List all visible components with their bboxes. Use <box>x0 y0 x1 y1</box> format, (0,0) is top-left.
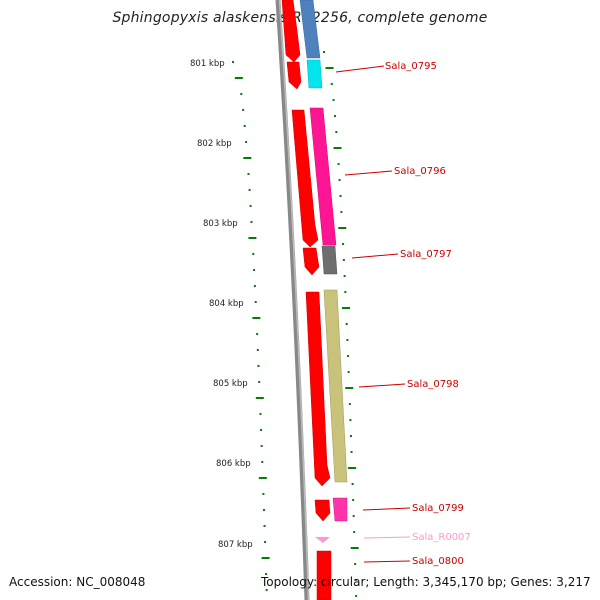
gene-label-sala-0797[interactable]: Sala_0797 <box>400 249 452 260</box>
gene-label-sala-0795[interactable]: Sala_0795 <box>385 61 437 72</box>
kbp-label-807: 807 kbp <box>218 540 253 550</box>
gene-track-inner <box>281 0 332 600</box>
gene-arrow-sala-0798[interactable] <box>305 291 331 487</box>
gene-arrow-sala-r0007[interactable] <box>315 537 330 543</box>
gene-arrow-sala-0796[interactable] <box>291 109 319 248</box>
feature-bar-magenta[interactable] <box>309 107 337 246</box>
kbp-label-802: 802 kbp <box>197 139 232 149</box>
feature-track-outer <box>299 0 348 522</box>
gene-arrow-sala-0795[interactable] <box>286 61 302 90</box>
gene-arrow-sala-0799[interactable] <box>314 499 331 522</box>
gene-label-sala-0796[interactable]: Sala_0796 <box>394 166 446 177</box>
genome-backbone <box>275 0 310 600</box>
feature-bar-gray[interactable] <box>321 245 338 275</box>
kbp-labels: 801 kbp 802 kbp 803 kbp 804 kbp 805 kbp … <box>190 59 253 550</box>
gene-arrow-sala-0800[interactable] <box>316 550 332 600</box>
gene-label-sala-0798[interactable]: Sala_0798 <box>407 379 459 390</box>
tick-marks-left <box>232 61 270 591</box>
feature-bar-cyan[interactable] <box>306 59 323 89</box>
gene-label-sala-0799[interactable]: Sala_0799 <box>412 503 464 514</box>
kbp-label-805: 805 kbp <box>213 379 248 389</box>
gene-labels: Sala_0795 Sala_0796 Sala_0797 Sala_0798 … <box>385 61 471 567</box>
gene-arrow[interactable] <box>281 0 301 63</box>
topology-text: Topology: circular; Length: 3,345,170 bp… <box>261 575 591 589</box>
feature-bar-olive[interactable] <box>323 289 348 483</box>
gene-label-sala-0800[interactable]: Sala_0800 <box>412 556 464 567</box>
kbp-label-806: 806 kbp <box>216 459 251 469</box>
accession-text: Accession: NC_008048 <box>9 575 146 589</box>
kbp-label-804: 804 kbp <box>209 299 244 309</box>
map-title: Sphingopyxis alaskensis RB2256, complete… <box>112 10 488 26</box>
feature-bar-pink[interactable] <box>332 497 348 522</box>
kbp-label-803: 803 kbp <box>203 219 238 229</box>
gene-arrow-sala-0797[interactable] <box>302 247 320 276</box>
feature-bar-blue[interactable] <box>299 0 321 59</box>
kbp-label-801: 801 kbp <box>190 59 225 69</box>
gene-label-sala-r0007[interactable]: Sala_R0007 <box>412 532 471 543</box>
label-connectors <box>335 65 411 563</box>
tick-marks-right <box>323 51 359 597</box>
